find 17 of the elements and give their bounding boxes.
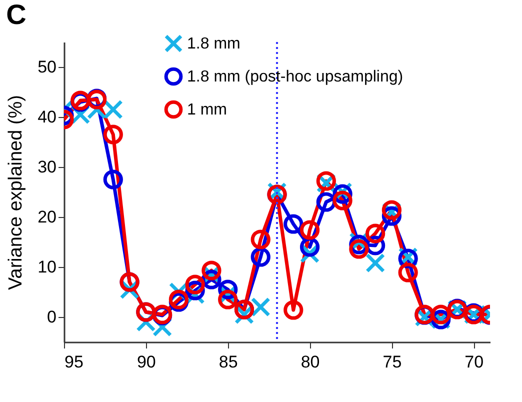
- legend-label: 1.8 mm (post-hoc upsampling): [187, 68, 404, 86]
- y-tick-label: 20: [38, 208, 56, 226]
- legend-label: 1 mm: [187, 102, 227, 118]
- y-tick-label: 30: [38, 158, 56, 176]
- chart-title: C: [6, 0, 26, 30]
- x-tick-label: 75: [382, 352, 402, 372]
- x-tick-label: 70: [464, 352, 484, 372]
- y-tick-label: 10: [38, 258, 56, 276]
- y-axis-title: Variance explained (%): [6, 94, 27, 290]
- y-tick-label: 0: [47, 308, 56, 326]
- y-tick-label: 50: [38, 58, 56, 76]
- x-tick-label: 85: [218, 352, 238, 372]
- legend-label: 1.8 mm: [187, 36, 240, 52]
- y-tick-label: 40: [38, 108, 56, 126]
- x-tick-label: 90: [136, 352, 156, 372]
- x-tick-label: 80: [300, 352, 320, 372]
- x-tick-label: 95: [64, 352, 84, 372]
